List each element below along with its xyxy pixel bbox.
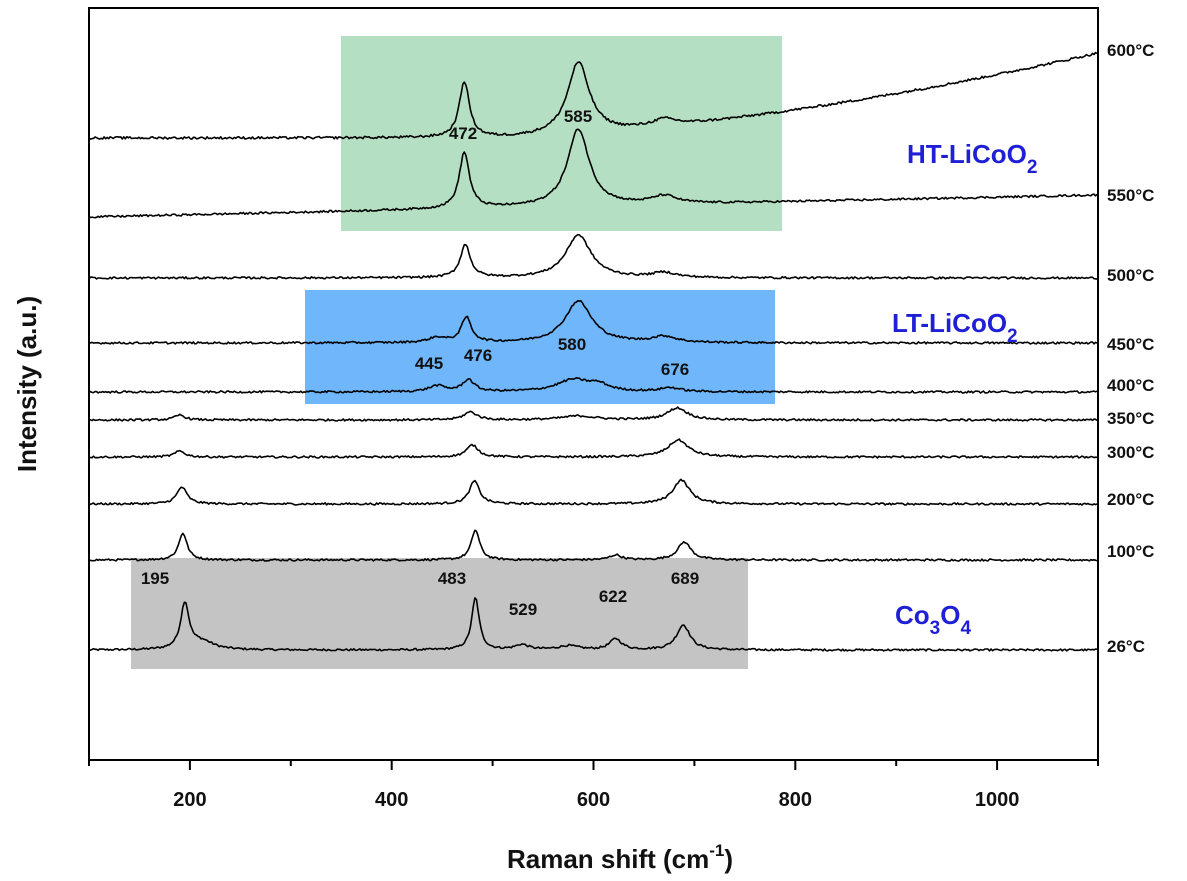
spectrum-line bbox=[88, 233, 1097, 280]
x-tick-label: 600 bbox=[577, 789, 610, 811]
phase-label-sub: 2 bbox=[1027, 157, 1038, 178]
x-tick-label: 400 bbox=[375, 789, 408, 811]
spectrum-line bbox=[88, 438, 1098, 459]
x-axis-title-main: Raman shift (cm bbox=[507, 844, 709, 874]
peak-label: 580 bbox=[558, 335, 586, 354]
peak-label: 585 bbox=[564, 107, 592, 126]
x-axis-ticks: 200 400 600 800 1000 bbox=[88, 760, 1099, 811]
spectrum-line bbox=[88, 299, 1098, 345]
temp-label-450: 450°C bbox=[1107, 335, 1154, 354]
peak-labels: 472 585 445 476 580 676 195 483 529 622 … bbox=[141, 107, 699, 619]
phase-label-sub: 3 bbox=[930, 618, 941, 639]
spectrum-line bbox=[88, 128, 1098, 219]
spectrum-line bbox=[88, 478, 1098, 506]
peak-label: 483 bbox=[438, 569, 466, 588]
spectrum-line bbox=[88, 406, 1098, 422]
phase-label-lt-licoo2: LT-LiCoO2 bbox=[892, 308, 1018, 347]
spectrum-line bbox=[88, 51, 1098, 140]
temp-label-500: 500°C bbox=[1107, 266, 1154, 285]
temp-label-600: 600°C bbox=[1107, 41, 1154, 60]
x-tick-label: 800 bbox=[779, 789, 812, 811]
x-axis-title-sup: -1 bbox=[709, 841, 724, 860]
phase-label-co3o4: Co3O4 bbox=[895, 600, 971, 639]
temp-label-300: 300°C bbox=[1107, 443, 1154, 462]
x-tick-label: 1000 bbox=[975, 789, 1020, 811]
peak-label: 195 bbox=[141, 569, 169, 588]
region-co3o4 bbox=[131, 558, 748, 669]
phase-label-main: LT-LiCoO bbox=[892, 308, 1007, 338]
peak-label: 445 bbox=[415, 354, 443, 373]
x-axis-title: Raman shift (cm-1) bbox=[507, 841, 733, 874]
spectrum-line bbox=[88, 529, 1098, 562]
region-lt-licoo2 bbox=[305, 290, 775, 404]
phase-label-ht-licoo2: HT-LiCoO2 bbox=[907, 139, 1037, 178]
temp-label-200: 200°C bbox=[1107, 490, 1154, 509]
phase-label-sub: 4 bbox=[960, 618, 971, 639]
temp-label-400: 400°C bbox=[1107, 376, 1154, 395]
temperature-labels: 600°C 550°C 500°C 450°C 400°C 350°C 300°… bbox=[1107, 41, 1154, 656]
spectra-traces bbox=[88, 51, 1098, 652]
y-axis-title: Intensity (a.u.) bbox=[12, 296, 42, 472]
peak-label: 622 bbox=[599, 587, 627, 606]
phase-label-mid: O bbox=[940, 600, 960, 630]
temp-label-550: 550°C bbox=[1107, 186, 1154, 205]
peak-label: 676 bbox=[661, 360, 689, 379]
peak-label: 529 bbox=[509, 600, 537, 619]
x-axis-title-end: ) bbox=[724, 844, 733, 874]
x-tick-label: 200 bbox=[173, 789, 206, 811]
peak-label: 689 bbox=[671, 569, 699, 588]
temp-label-350: 350°C bbox=[1107, 409, 1154, 428]
peak-label: 476 bbox=[464, 346, 492, 365]
temp-label-26: 26°C bbox=[1107, 637, 1145, 656]
phase-label-main: Co bbox=[895, 600, 930, 630]
temp-label-100: 100°C bbox=[1107, 542, 1154, 561]
phase-label-sub: 2 bbox=[1007, 326, 1018, 347]
spectrum-line bbox=[88, 597, 1098, 652]
phase-label-main: HT-LiCoO bbox=[907, 139, 1027, 169]
region-ht-licoo2 bbox=[341, 36, 782, 231]
spectrum-line bbox=[88, 377, 1098, 394]
peak-label: 472 bbox=[449, 124, 477, 143]
